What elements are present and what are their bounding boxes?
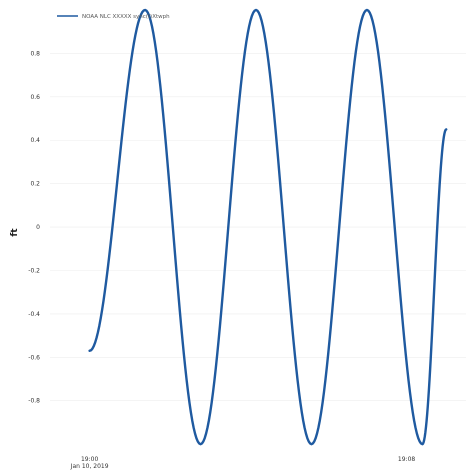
y-tick-label: -0.2 xyxy=(28,267,40,274)
y-tick-label: -0.8 xyxy=(28,398,40,405)
x-tick-label: 19:08 xyxy=(398,456,415,463)
y-tick-label: 0.6 xyxy=(30,94,40,101)
y-tick-label: 0.8 xyxy=(30,50,40,57)
series-lines xyxy=(88,8,448,446)
legend-label: NOAA NLC XXXXX sync(t)Xtwph xyxy=(82,14,170,20)
y-tick-label: -0.6 xyxy=(28,354,40,361)
x-tick-sublabel: Jan 10, 2019 xyxy=(70,463,109,470)
y-tick-label: 0.4 xyxy=(30,137,40,144)
y-axis-label: ft xyxy=(10,228,20,237)
series-line xyxy=(88,8,448,446)
y-tick-label: 0 xyxy=(36,224,40,231)
y-tick-label: 0.2 xyxy=(30,181,40,188)
y-tick-label: -0.4 xyxy=(28,311,40,318)
y-axis-ticks: -0.8 -0.6 -0.4 -0.2 0 0.2 0.4 0.6 0.8 xyxy=(28,50,40,404)
grid-lines xyxy=(50,53,466,402)
legend: NOAA NLC XXXXX sync(t)Xtwph xyxy=(57,14,170,20)
x-tick-label: 19:00 xyxy=(81,456,98,463)
